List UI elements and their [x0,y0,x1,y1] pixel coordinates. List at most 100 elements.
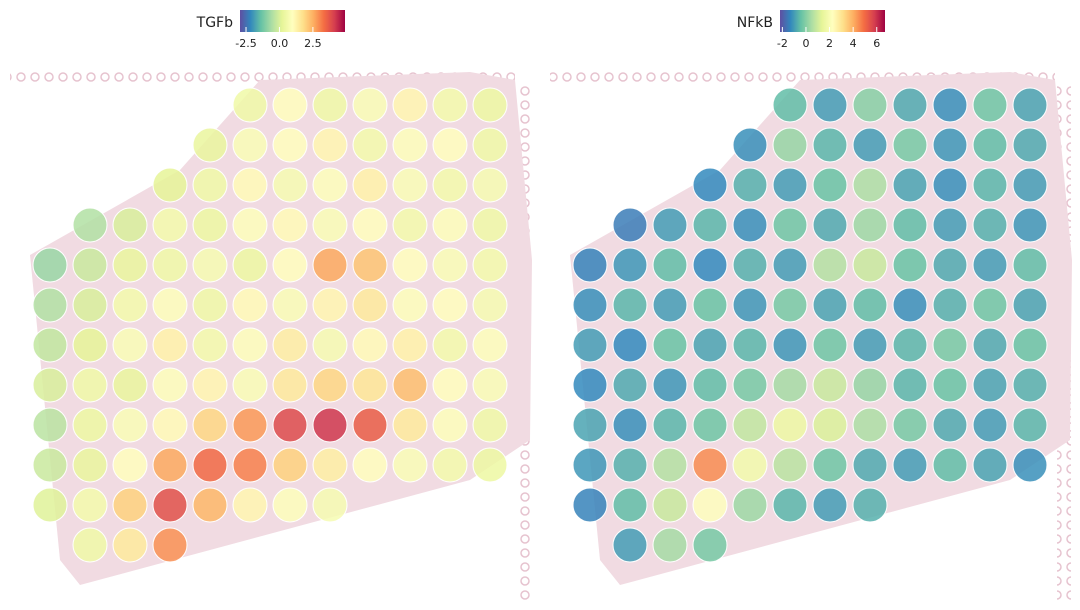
spot [972,127,1008,163]
spot [152,287,188,323]
spot [612,207,648,243]
spot [472,287,508,323]
spot [812,87,848,123]
spot [612,247,648,283]
spot [1012,207,1048,243]
spot [732,167,768,203]
spot [152,527,188,563]
spot [72,527,108,563]
spot [352,247,388,283]
spot [152,487,188,523]
spot [892,207,928,243]
spot [272,407,308,443]
spot [652,367,688,403]
spot [812,407,848,443]
spot [892,447,928,483]
spot [472,207,508,243]
spot [192,407,228,443]
spot [972,367,1008,403]
spot [572,327,608,363]
spot [892,287,928,323]
spot [192,287,228,323]
spot [1012,167,1048,203]
spot [232,487,268,523]
spot [1012,327,1048,363]
spot [812,487,848,523]
spot [732,447,768,483]
spot [192,487,228,523]
spot [612,367,648,403]
spot [432,407,468,443]
spot [732,327,768,363]
spot [972,207,1008,243]
spot [432,367,468,403]
spot [852,127,888,163]
spot [272,207,308,243]
colorbar-tick-label: 4 [850,37,857,50]
spot [72,247,108,283]
spot [812,287,848,323]
spot [572,487,608,523]
spot [852,487,888,523]
spot [392,447,428,483]
spot [1012,447,1048,483]
spot [352,447,388,483]
spot [272,287,308,323]
spot [352,327,388,363]
spot [612,287,648,323]
spot [652,447,688,483]
spot [352,207,388,243]
spot [352,367,388,403]
spot [472,127,508,163]
spot [852,367,888,403]
spot [272,487,308,523]
spot [892,247,928,283]
spot [812,367,848,403]
spot [312,367,348,403]
spot [972,287,1008,323]
spot [612,407,648,443]
spot [152,327,188,363]
spot [1012,247,1048,283]
spot [652,407,688,443]
spot [572,367,608,403]
spot [352,127,388,163]
spot [432,87,468,123]
spot [112,487,148,523]
colorbar-tick-label: 0 [802,37,809,50]
spot [772,127,808,163]
legend-title: TGFb [196,15,233,31]
spot [32,247,68,283]
spot [892,407,928,443]
spot [432,287,468,323]
spot [232,247,268,283]
spot [192,207,228,243]
spot [772,247,808,283]
spot [612,447,648,483]
spot [732,127,768,163]
spot [72,487,108,523]
spot [932,247,968,283]
spot [232,407,268,443]
spot [652,207,688,243]
spot [72,447,108,483]
spot [272,367,308,403]
spot [932,367,968,403]
spot [232,207,268,243]
spot [312,447,348,483]
spot [272,447,308,483]
spot [572,407,608,443]
spot [72,287,108,323]
spot [572,287,608,323]
spot [892,327,928,363]
spot [852,87,888,123]
spot [312,87,348,123]
spot [112,367,148,403]
spot [692,287,728,323]
spot [112,447,148,483]
spot [732,207,768,243]
spot [272,87,308,123]
spot [192,247,228,283]
spot [32,327,68,363]
spot [272,327,308,363]
